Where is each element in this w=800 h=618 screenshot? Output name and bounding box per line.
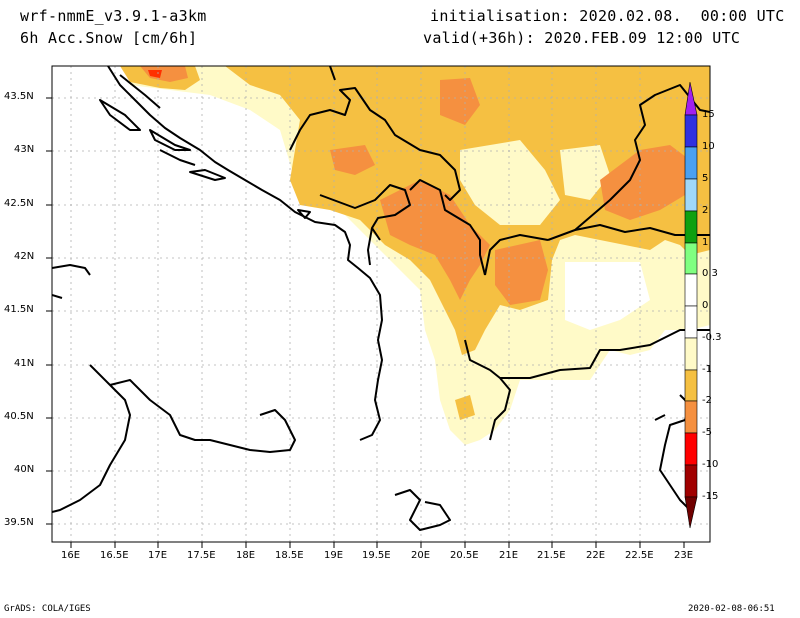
colorbar-label: 1 — [702, 237, 709, 248]
snow-heavy-area-3 — [440, 78, 480, 125]
lat-label: 40.5N — [4, 411, 34, 422]
colorbar-label: 10 — [702, 141, 715, 152]
grads-credit: GrADS: COLA/IGES — [4, 604, 91, 614]
colorbar-label: 2 — [702, 205, 709, 216]
lon-label: 22E — [586, 550, 606, 561]
render-timestamp: 2020-02-08-06:51 — [688, 604, 775, 614]
lon-label: 21.5E — [537, 550, 566, 561]
colorbar-label: 15 — [702, 109, 715, 120]
snow-extreme-spot — [148, 70, 162, 78]
lon-label: 22.5E — [625, 550, 654, 561]
colorbar-label: -1 — [702, 364, 712, 375]
lon-label: 17E — [148, 550, 168, 561]
lat-label: 41.5N — [4, 304, 34, 315]
colorbar-label: 0 — [702, 300, 709, 311]
map-frame — [51, 65, 711, 543]
snow-heavy-area-2 — [495, 240, 548, 305]
snow-heavy-area-5 — [330, 145, 375, 175]
lon-label: 21E — [499, 550, 519, 561]
lat-label: 39.5N — [4, 517, 34, 528]
lon-label: 23E — [674, 550, 694, 561]
lon-label: 18.5E — [275, 550, 304, 561]
colorbar-label: -0.3 — [702, 332, 722, 343]
lon-label: 17.5E — [187, 550, 216, 561]
field-title: 6h Acc.Snow [cm/6h] — [20, 29, 198, 47]
lon-label: 20E — [411, 550, 431, 561]
no-snow-area-east — [565, 262, 650, 330]
colorbar-label: -2 — [702, 395, 712, 406]
colorbar-bottom-arrow — [684, 496, 698, 529]
lon-label: 18E — [236, 550, 256, 561]
colorbar-label: 5 — [702, 173, 709, 184]
lon-label: 20.5E — [450, 550, 479, 561]
lat-label: 42N — [14, 251, 35, 262]
lon-label: 16E — [61, 550, 81, 561]
lat-label: 43.5N — [4, 91, 34, 102]
colorbar-label: -10 — [702, 459, 719, 470]
lon-label: 19.5E — [362, 550, 391, 561]
snow-light-hole-east — [560, 145, 610, 200]
colorbar-label: 0.3 — [702, 268, 718, 279]
valid-time: valid(+36h): 2020.FEB.09 12:00 UTC — [423, 29, 741, 47]
snow-mid-area — [225, 66, 710, 355]
lon-label: 16.5E — [100, 550, 129, 561]
lat-label: 41N — [14, 358, 35, 369]
lat-label: 43N — [14, 144, 35, 155]
lon-label: 19E — [324, 550, 344, 561]
colorbar-label: -5 — [702, 427, 712, 438]
colorbar-label: -15 — [702, 491, 719, 502]
colorbar — [684, 81, 698, 529]
snow-heavy-area-1 — [380, 180, 490, 300]
init-time: initialisation: 2020.02.08. 00:00 UTC — [430, 7, 785, 25]
lat-label: 40N — [14, 464, 35, 475]
model-title: wrf-nmmE_v3.9.1-a3km — [20, 7, 207, 25]
snowfall-field — [52, 66, 710, 542]
lat-label: 42.5N — [4, 198, 34, 209]
snow-mid-patch-south — [455, 395, 475, 420]
sea-area — [52, 66, 380, 542]
snow-heavy-area-4 — [600, 145, 690, 220]
snow-light-hole — [460, 140, 560, 225]
coastlines — [52, 66, 691, 531]
borders — [289, 66, 710, 441]
